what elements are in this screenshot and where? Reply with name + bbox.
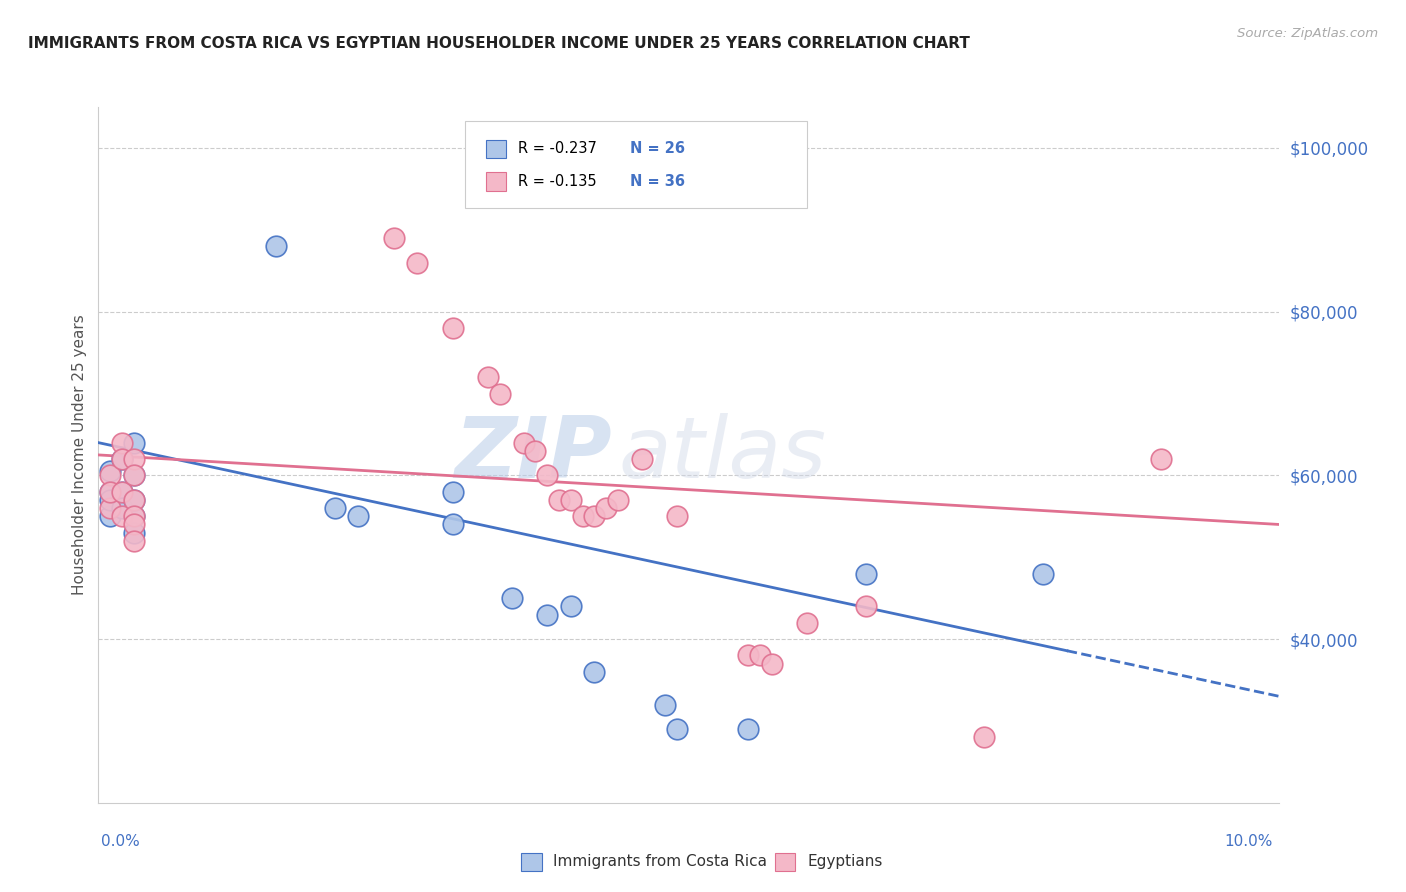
Point xyxy=(122,517,145,532)
Point xyxy=(111,501,134,516)
Text: ZIP: ZIP xyxy=(454,413,612,497)
Point xyxy=(761,657,783,671)
Point xyxy=(737,648,759,663)
Point xyxy=(583,509,606,524)
Point xyxy=(796,615,818,630)
Point xyxy=(98,501,121,516)
FancyBboxPatch shape xyxy=(486,140,506,158)
Point xyxy=(560,599,582,614)
Text: N = 26: N = 26 xyxy=(630,141,685,156)
Point xyxy=(98,468,121,483)
Text: N = 36: N = 36 xyxy=(630,174,685,189)
Point xyxy=(111,452,134,467)
Point xyxy=(406,255,429,269)
Point xyxy=(855,599,877,614)
Point xyxy=(855,566,877,581)
Y-axis label: Householder Income Under 25 years: Householder Income Under 25 years xyxy=(72,315,87,595)
Text: R = -0.135: R = -0.135 xyxy=(517,174,610,189)
Point xyxy=(512,435,534,450)
Point xyxy=(111,509,134,524)
Point xyxy=(748,648,770,663)
Point xyxy=(524,443,547,458)
Point xyxy=(122,492,145,507)
Text: 0.0%: 0.0% xyxy=(101,834,141,849)
Point xyxy=(111,452,134,467)
Point xyxy=(122,533,145,548)
Point xyxy=(548,492,571,507)
Point xyxy=(122,452,145,467)
Point xyxy=(560,492,582,507)
Point xyxy=(122,509,145,524)
Point xyxy=(1032,566,1054,581)
Point xyxy=(122,468,145,483)
Text: Egyptians: Egyptians xyxy=(807,855,883,870)
Point xyxy=(98,464,121,478)
Point xyxy=(98,509,121,524)
Point xyxy=(1150,452,1173,467)
Point xyxy=(583,665,606,679)
FancyBboxPatch shape xyxy=(464,121,807,208)
Point xyxy=(571,509,593,524)
Point xyxy=(98,492,121,507)
Text: IMMIGRANTS FROM COSTA RICA VS EGYPTIAN HOUSEHOLDER INCOME UNDER 25 YEARS CORRELA: IMMIGRANTS FROM COSTA RICA VS EGYPTIAN H… xyxy=(28,36,970,51)
Point xyxy=(536,468,558,483)
Point xyxy=(666,722,689,736)
Text: Immigrants from Costa Rica: Immigrants from Costa Rica xyxy=(554,855,768,870)
Point xyxy=(477,370,499,384)
Point xyxy=(382,231,405,245)
Point xyxy=(323,501,346,516)
Point xyxy=(347,509,370,524)
Point xyxy=(441,321,464,335)
Text: atlas: atlas xyxy=(619,413,827,497)
Point xyxy=(122,492,145,507)
Point xyxy=(98,484,121,499)
Point xyxy=(98,484,121,499)
Point xyxy=(666,509,689,524)
Point xyxy=(111,484,134,499)
Point xyxy=(607,492,630,507)
Text: R = -0.237: R = -0.237 xyxy=(517,141,610,156)
Point xyxy=(111,435,134,450)
Point xyxy=(441,484,464,499)
Text: Source: ZipAtlas.com: Source: ZipAtlas.com xyxy=(1237,27,1378,40)
Point xyxy=(122,468,145,483)
FancyBboxPatch shape xyxy=(522,853,541,871)
Point xyxy=(264,239,287,253)
Point xyxy=(122,435,145,450)
Point xyxy=(973,731,995,745)
Point xyxy=(737,722,759,736)
Point xyxy=(441,517,464,532)
Point xyxy=(595,501,617,516)
Point xyxy=(654,698,676,712)
FancyBboxPatch shape xyxy=(486,172,506,191)
FancyBboxPatch shape xyxy=(775,853,796,871)
Point xyxy=(501,591,523,606)
Point xyxy=(536,607,558,622)
Text: 10.0%: 10.0% xyxy=(1225,834,1272,849)
Point xyxy=(489,386,512,401)
Point xyxy=(122,509,145,524)
Point xyxy=(122,525,145,540)
Point xyxy=(630,452,652,467)
Point xyxy=(111,484,134,499)
